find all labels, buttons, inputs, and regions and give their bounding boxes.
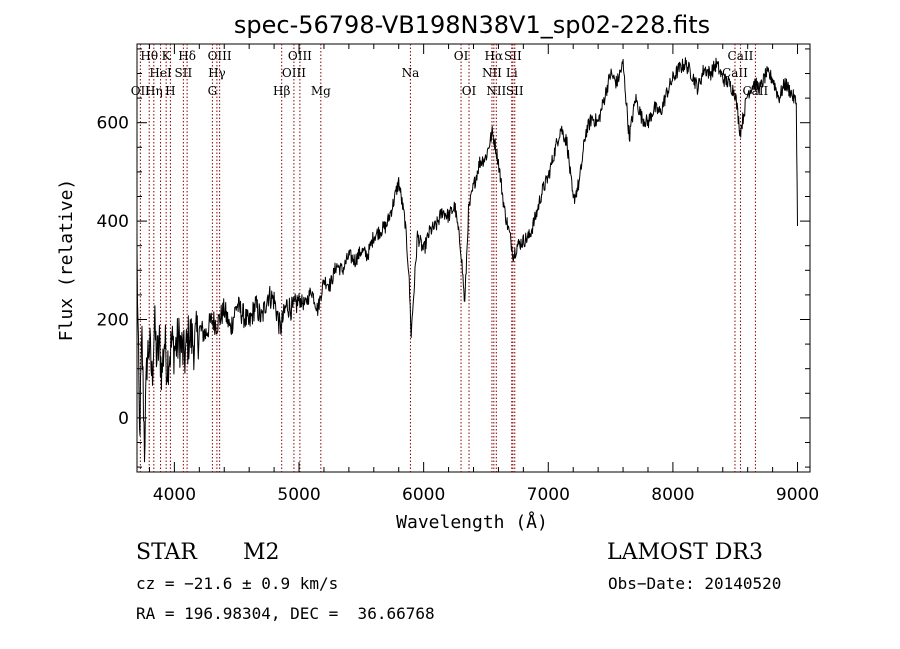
line-markers: OIIHθHηHeIKHSIIHδGOIIIHγHβOIIIOIIIMgNaOI… — [131, 44, 769, 472]
line-label: SII — [506, 84, 524, 98]
line-label: OI — [462, 84, 477, 98]
y-axis: 0 200 400 600 — [97, 48, 810, 468]
x-tick-label: 7000 — [527, 485, 570, 505]
y-axis-label: Flux (relative) — [56, 179, 77, 342]
line-label: Hη — [145, 84, 163, 98]
x-tick-label: 6000 — [402, 485, 445, 505]
spectrum-layer — [136, 57, 798, 463]
line-label: Na — [402, 66, 420, 80]
line-label: HeI — [149, 66, 172, 80]
y-tick-label: 600 — [97, 114, 129, 134]
redshift-velocity: cz = −21.6 ± 0.9 km/s — [136, 574, 339, 593]
line-label: OII — [131, 84, 151, 98]
line-label: CaII — [722, 66, 748, 80]
line-label: SII — [175, 66, 193, 80]
line-label: Mg — [311, 84, 331, 98]
observation-date: Obs−Date: 20140520 — [608, 574, 782, 593]
object-subclass: M2 — [243, 540, 280, 565]
spectrum-line — [136, 57, 798, 463]
x-axis-label: Wavelength (Å) — [396, 511, 548, 533]
y-tick-label: 200 — [97, 310, 129, 330]
line-label: SII — [504, 49, 522, 63]
survey-name: LAMOST DR3 — [607, 540, 763, 565]
line-label: OI — [454, 49, 469, 63]
x-axis: 4000 5000 6000 7000 8000 9000 — [148, 44, 819, 505]
line-label: Hθ — [140, 49, 158, 63]
line-label: NII — [486, 84, 506, 98]
line-label: OIII — [282, 66, 306, 80]
line-label: G — [208, 84, 218, 98]
x-tick-label: 8000 — [651, 485, 694, 505]
object-class: STAR — [136, 540, 197, 565]
line-label: Hα — [485, 49, 504, 63]
line-label: OIII — [288, 49, 312, 63]
line-label: K — [162, 49, 172, 63]
line-label: Hγ — [208, 66, 226, 80]
line-label: CaII — [728, 49, 754, 63]
y-tick-label: 400 — [97, 212, 129, 232]
line-label: OIII — [208, 49, 232, 63]
line-label: H — [165, 84, 175, 98]
line-label: NII — [482, 66, 502, 80]
line-label: Hβ — [273, 84, 290, 98]
x-tick-label: 4000 — [153, 485, 196, 505]
y-tick-label: 0 — [118, 409, 129, 429]
x-tick-label: 9000 — [776, 485, 819, 505]
line-label: Li — [506, 66, 518, 80]
coordinates: RA = 196.98304, DEC = 36.66768 — [136, 604, 435, 623]
x-tick-label: 5000 — [277, 485, 320, 505]
line-label: Hδ — [178, 49, 196, 63]
chart-title: spec-56798-VB198N38V1_sp02-228.fits — [234, 11, 710, 39]
plot-frame — [136, 43, 811, 473]
